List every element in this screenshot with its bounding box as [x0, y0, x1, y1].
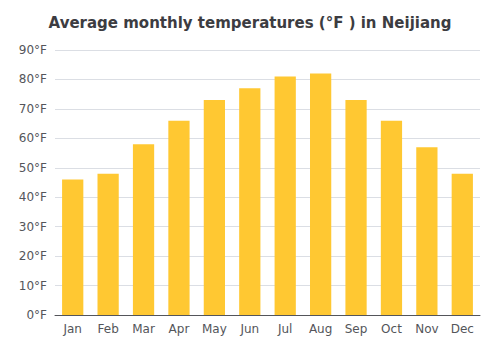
- svg-text:Feb: Feb: [98, 322, 119, 336]
- svg-text:30°F: 30°F: [19, 220, 47, 234]
- svg-text:Average monthly temperatures (: Average monthly temperatures (°F ) in Ne…: [49, 14, 452, 32]
- svg-text:90°F: 90°F: [19, 43, 47, 57]
- svg-text:Dec: Dec: [451, 322, 474, 336]
- svg-text:Mar: Mar: [132, 322, 155, 336]
- svg-text:80°F: 80°F: [19, 72, 47, 86]
- svg-text:40°F: 40°F: [19, 190, 47, 204]
- svg-text:Oct: Oct: [381, 322, 402, 336]
- svg-text:Jun: Jun: [239, 322, 259, 336]
- svg-text:Jul: Jul: [277, 322, 292, 336]
- svg-text:50°F: 50°F: [19, 161, 47, 175]
- svg-text:Nov: Nov: [415, 322, 438, 336]
- svg-text:10°F: 10°F: [19, 279, 47, 293]
- svg-text:60°F: 60°F: [19, 131, 47, 145]
- svg-text:May: May: [202, 322, 227, 336]
- svg-text:0°F: 0°F: [26, 308, 47, 322]
- svg-text:Apr: Apr: [169, 322, 190, 336]
- svg-text:Jan: Jan: [62, 322, 82, 336]
- svg-text:20°F: 20°F: [19, 249, 47, 263]
- svg-text:Aug: Aug: [309, 322, 332, 336]
- svg-text:70°F: 70°F: [19, 102, 47, 116]
- svg-text:Sep: Sep: [345, 322, 368, 336]
